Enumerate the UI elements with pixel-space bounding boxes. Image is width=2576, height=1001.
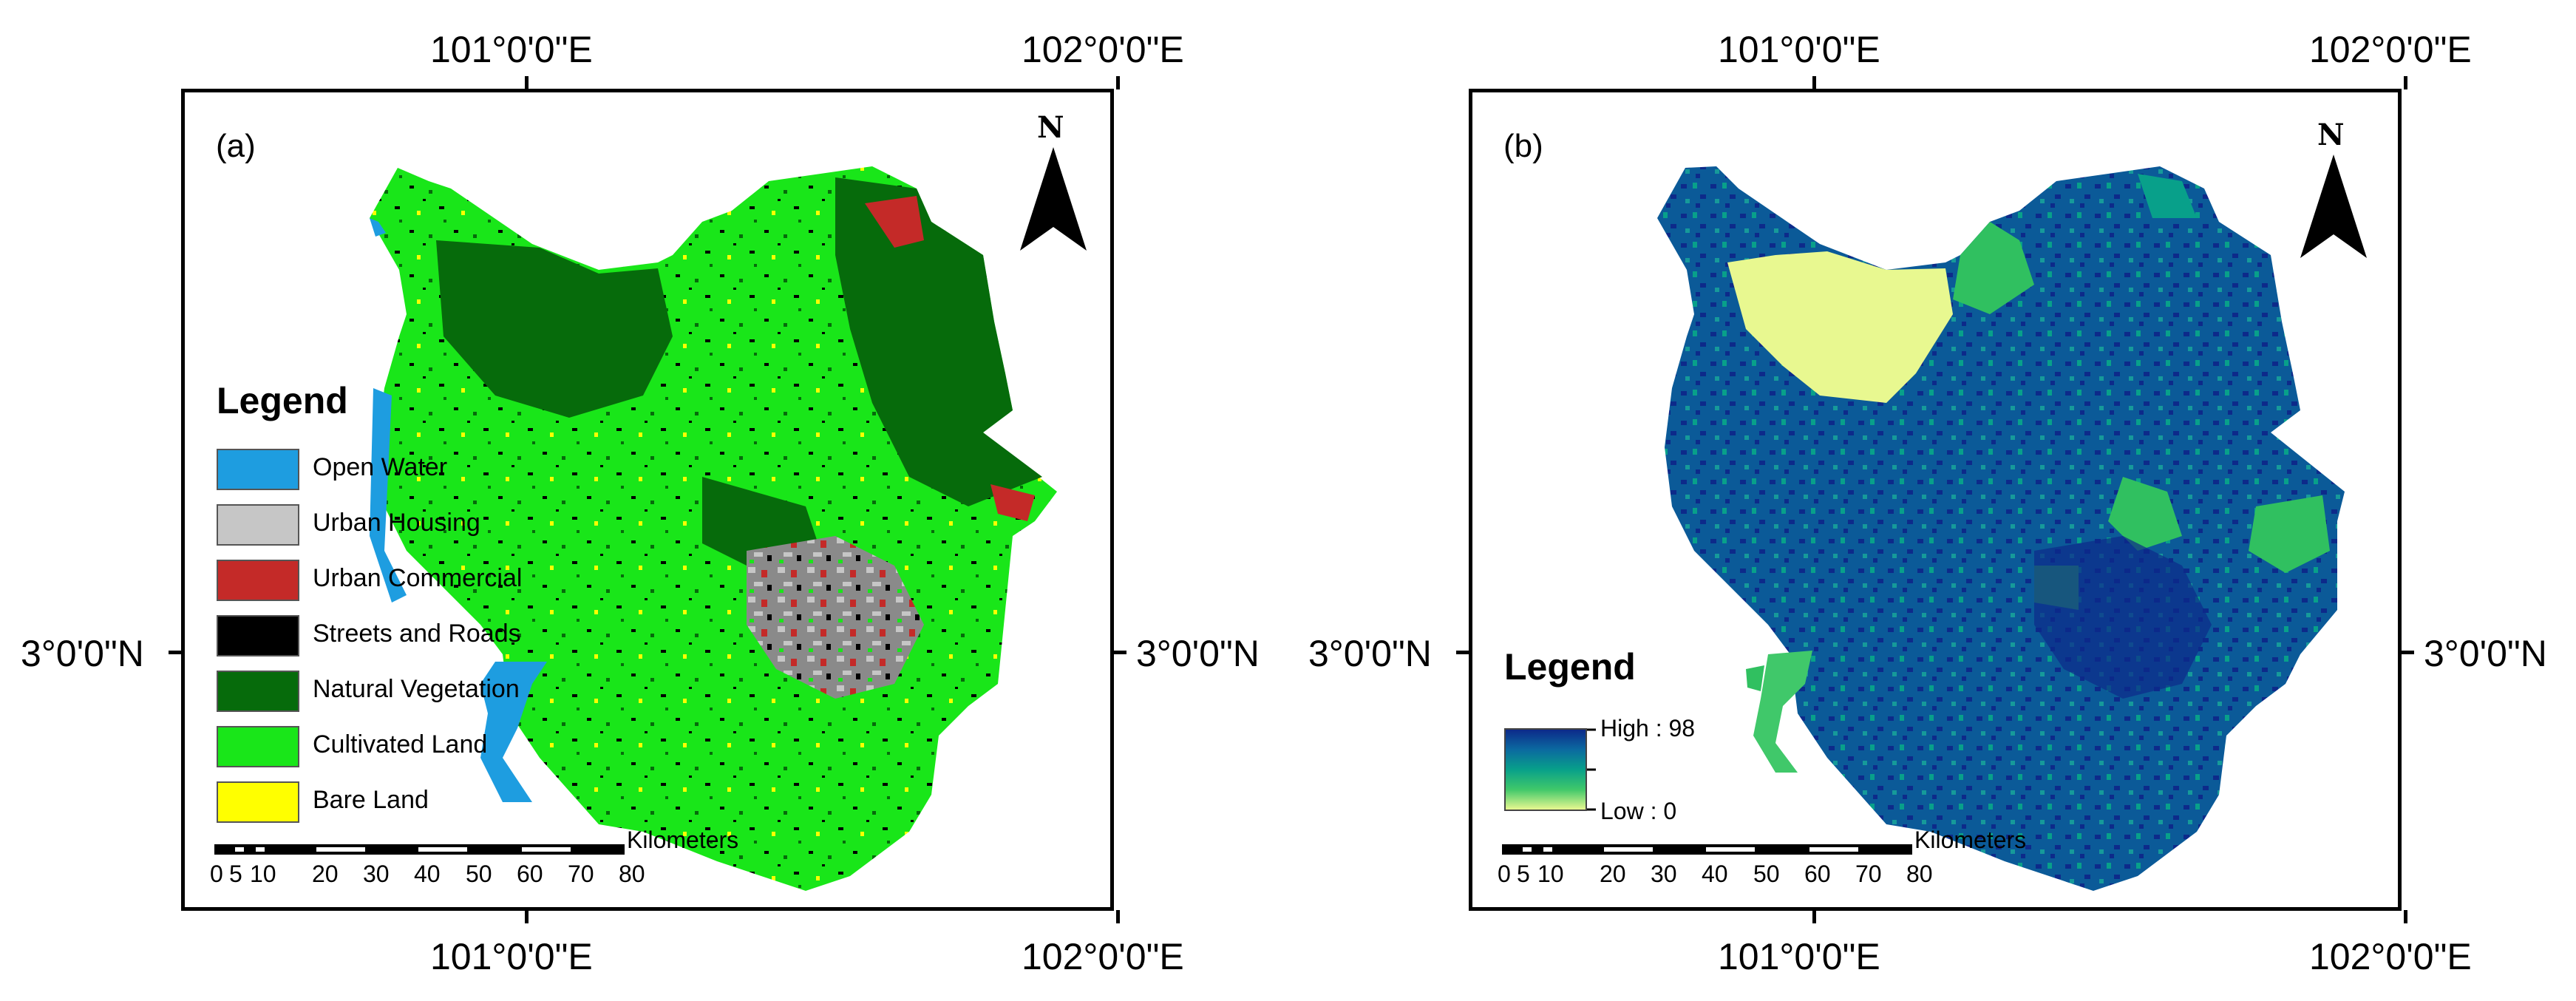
tick-top-left xyxy=(525,76,529,89)
legend-swatch xyxy=(217,615,299,656)
scale-tick-label: 80 xyxy=(1906,861,1933,887)
panel-a: 101°0'0"E 102°0'0"E 101°0'0"E 102°0'0"E … xyxy=(21,29,1260,977)
coord-top-right: 102°0'0"E xyxy=(2309,29,2472,70)
ramp-ticks xyxy=(1587,728,1596,811)
scale-tick-label: 70 xyxy=(568,861,594,887)
map-frame-b: (b) N Legend High : 98 Low : 0 xyxy=(1469,89,2402,911)
north-arrow: N xyxy=(1013,110,1094,258)
scale-tick-label: 60 xyxy=(1804,861,1831,887)
north-label: N xyxy=(1037,110,1064,145)
coord-left: 3°0'0"N xyxy=(21,633,144,674)
legend-label: Open Water xyxy=(313,453,448,481)
scale-tick-label: 80 xyxy=(619,861,645,887)
tick-right xyxy=(1113,651,1126,654)
tick-top-right xyxy=(2404,76,2407,89)
legend-label: Natural Vegetation xyxy=(313,675,520,703)
coord-bottom-right: 102°0'0"E xyxy=(2309,936,2472,977)
legend-label: Streets and Roads xyxy=(313,620,521,648)
coord-top-right: 102°0'0"E xyxy=(1022,29,1184,70)
scale-bar-b: Kilometers 0 5 10 20 30 40 50 60 70 80 xyxy=(1498,827,2241,907)
scale-tick-label: 5 xyxy=(1517,861,1530,887)
north-label: N xyxy=(2317,118,2345,152)
scale-bar-a: Kilometers 0 5 10 20 30 40 50 60 70 80 xyxy=(210,827,954,907)
scale-tick-label: 10 xyxy=(1537,861,1564,887)
panel-label: (b) xyxy=(1503,128,1543,164)
legend-swatch xyxy=(217,726,299,767)
coord-bottom-right: 102°0'0"E xyxy=(1022,936,1184,977)
coord-top-left: 101°0'0"E xyxy=(430,29,593,70)
tick-bottom-left xyxy=(525,910,529,923)
scale-unit: Kilometers xyxy=(1914,827,2027,853)
scale-tick-label: 20 xyxy=(1600,861,1626,887)
scale-tick-label: 30 xyxy=(1651,861,1677,887)
tick-top-left xyxy=(1812,76,1816,89)
coord-right: 3°0'0"N xyxy=(2424,633,2547,674)
tick-right xyxy=(2401,651,2414,654)
north-arrow: N xyxy=(2293,118,2374,265)
scale-tick-label: 70 xyxy=(1855,861,1882,887)
north-arrow-icon xyxy=(1020,147,1087,251)
legend-label: Cultivated Land xyxy=(313,730,488,759)
scale-tick-label: 60 xyxy=(517,861,543,887)
panel-label: (a) xyxy=(216,128,256,164)
scale-bar-graphic xyxy=(1502,844,1912,855)
legend-title: Legend xyxy=(1504,646,1636,688)
tick-bottom-left xyxy=(1812,910,1816,923)
legend-swatch xyxy=(217,560,299,601)
scale-tick-label: 40 xyxy=(414,861,441,887)
scale-unit: Kilometers xyxy=(627,827,739,853)
scale-bar-graphic xyxy=(214,844,625,855)
legend-swatch xyxy=(217,671,299,712)
scale-tick-label: 30 xyxy=(363,861,390,887)
tick-top-right xyxy=(1116,76,1120,89)
coord-left: 3°0'0"N xyxy=(1308,633,1432,674)
coord-bottom-left: 101°0'0"E xyxy=(430,936,593,977)
legend-label: Urban Commercial xyxy=(313,564,523,592)
legend-swatch xyxy=(217,504,299,546)
legend-label: Urban Housing xyxy=(313,509,480,537)
coord-bottom-left: 101°0'0"E xyxy=(1718,936,1880,977)
tick-bottom-right xyxy=(1116,910,1120,923)
scale-tick-label: 50 xyxy=(466,861,492,887)
north-arrow-icon xyxy=(2300,155,2367,258)
scale-tick-label: 40 xyxy=(1702,861,1728,887)
coord-top-left: 101°0'0"E xyxy=(1718,29,1880,70)
tick-bottom-right xyxy=(2404,910,2407,923)
legend-title: Legend xyxy=(217,380,348,421)
scale-tick-label: 5 xyxy=(229,861,242,887)
legend-label: Bare Land xyxy=(313,786,429,814)
index-map xyxy=(1657,166,2345,891)
legend-low-label: Low : 0 xyxy=(1600,798,1677,824)
legend-swatch xyxy=(217,449,299,490)
scale-tick-label: 0 xyxy=(1498,861,1511,887)
scale-tick-label: 0 xyxy=(210,861,223,887)
scale-tick-label: 50 xyxy=(1753,861,1780,887)
map-frame-a: (a) N Legend Open Water Urban Housing Urba… xyxy=(181,89,1114,911)
legend-high-label: High : 98 xyxy=(1600,715,1696,742)
land-cover-map xyxy=(370,166,1057,891)
legend-color-ramp xyxy=(1504,728,1587,811)
legend-swatch xyxy=(217,781,299,823)
scale-tick-label: 10 xyxy=(250,861,276,887)
panel-b: 101°0'0"E 102°0'0"E 101°0'0"E 102°0'0"E … xyxy=(1288,0,2576,1001)
scale-tick-label: 20 xyxy=(312,861,339,887)
coord-right: 3°0'0"N xyxy=(1136,633,1260,674)
tick-left xyxy=(1456,651,1469,654)
tick-left xyxy=(169,651,182,654)
